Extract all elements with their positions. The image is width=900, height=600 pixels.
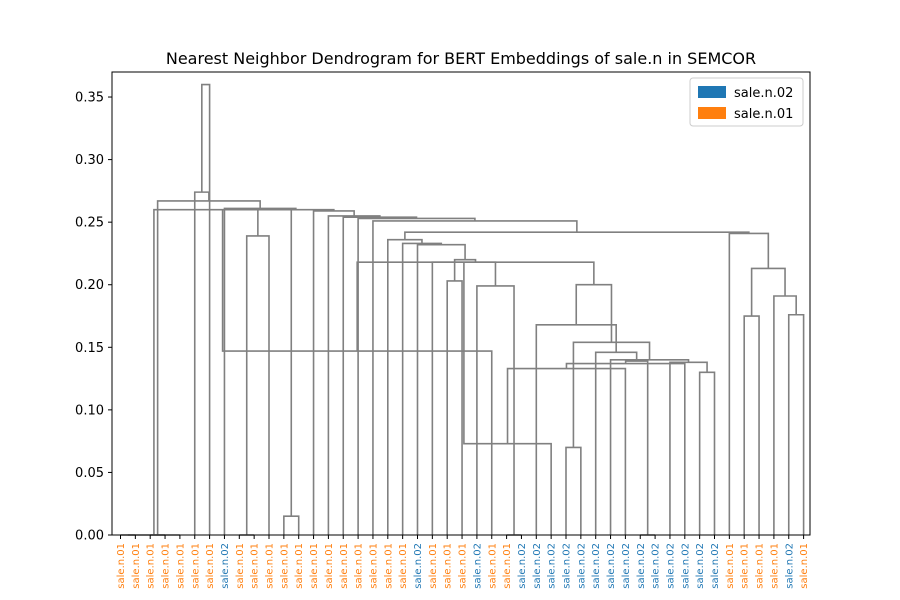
leaf-label: sale.n.01 <box>428 543 439 589</box>
leaf-label: sale.n.01 <box>755 543 766 589</box>
y-tick-label: 0.20 <box>75 278 104 293</box>
dendrogram-link <box>594 351 638 535</box>
legend-label: sale.n.02 <box>734 86 793 101</box>
leaf-label: sale.n.01 <box>235 543 246 589</box>
leaf-label: sale.n.01 <box>443 543 454 589</box>
dendrogram-link <box>669 361 708 535</box>
dendrogram-link <box>698 371 716 535</box>
dendrogram-link <box>221 209 493 535</box>
dendrogram-link <box>446 280 463 535</box>
leaf-label: sale.n.01 <box>265 543 276 589</box>
leaf-label: sale.n.01 <box>146 543 157 589</box>
dendrogram-link <box>416 243 466 535</box>
leaf-label: sale.n.01 <box>131 543 142 589</box>
dendrogram-link <box>787 313 805 535</box>
leaf-label: sale.n.02 <box>562 543 573 589</box>
dendrogram-link <box>283 515 300 535</box>
leaf-label: sale.n.02 <box>784 543 795 589</box>
dendrogram-link <box>750 267 786 317</box>
y-tick-label: 0.00 <box>75 529 104 544</box>
chart-title: Nearest Neighbor Dendrogram for BERT Emb… <box>166 49 756 68</box>
leaf-label: sale.n.02 <box>695 543 706 589</box>
dendrogram-link <box>404 231 750 240</box>
leaf-label: sale.n.01 <box>502 543 513 589</box>
dendrogram-link <box>609 359 690 535</box>
leaf-label: sale.n.02 <box>547 543 558 589</box>
y-tick-label: 0.25 <box>75 216 104 231</box>
leaf-label: sale.n.01 <box>250 543 261 589</box>
legend: sale.n.02 sale.n.01 <box>689 77 804 127</box>
y-tick-label: 0.05 <box>75 466 104 481</box>
dendrogram-link <box>773 295 797 535</box>
dendrogram-link <box>743 315 760 535</box>
dendrogram-link <box>223 207 297 535</box>
leaf-label: sale.n.01 <box>309 543 320 589</box>
leaf-label: sale.n.01 <box>383 543 394 589</box>
leaf-label: sale.n.02 <box>710 543 721 589</box>
dendrogram-link <box>565 446 582 535</box>
dendrogram-link <box>245 235 270 535</box>
legend-swatch <box>698 86 726 98</box>
leaf-label: sale.n.01 <box>740 543 751 589</box>
leaf-label: sale.n.01 <box>769 543 780 589</box>
dendrogram-link <box>201 83 211 535</box>
leaf-labels: sale.n.01 sale.n.01 sale.n.01 sale.n.01 sale… <box>116 535 810 589</box>
dendrogram-link <box>356 261 595 352</box>
leaf-label: sale.n.02 <box>532 543 543 589</box>
leaf-label: sale.n.01 <box>205 543 216 589</box>
leaf-label: sale.n.02 <box>472 543 483 589</box>
leaf-label: sale.n.01 <box>175 543 186 589</box>
legend-label: sale.n.01 <box>734 107 793 122</box>
dendrogram-link <box>575 283 613 343</box>
leaf-label: sale.n.02 <box>651 543 662 589</box>
leaf-label: sale.n.02 <box>636 543 647 589</box>
leaf-label: sale.n.01 <box>725 543 736 589</box>
y-tick-label: 0.30 <box>75 153 104 168</box>
dendrogram-link <box>572 341 651 448</box>
dendrogram-link <box>401 242 443 535</box>
dendrogram-link <box>257 208 335 236</box>
leaf-label: sale.n.01 <box>190 543 201 589</box>
leaf-label: sale.n.01 <box>279 543 290 589</box>
leaf-label: sale.n.02 <box>591 543 602 589</box>
leaf-label: sale.n.01 <box>339 543 350 589</box>
leaf-label: sale.n.02 <box>413 543 424 589</box>
leaf-label: sale.n.02 <box>665 543 676 589</box>
leaf-label: sale.n.02 <box>517 543 528 589</box>
leaf-label: sale.n.01 <box>294 543 305 589</box>
y-axis: 0.00 0.05 0.10 0.15 0.20 0.25 0.30 0.35 <box>75 91 112 544</box>
dendrogram-link <box>312 210 355 535</box>
dendrogram-link <box>372 220 578 535</box>
y-tick-label: 0.10 <box>75 403 104 418</box>
plot-frame <box>111 71 811 536</box>
dendrogram-link <box>535 323 617 535</box>
dendrogram-link <box>357 217 476 535</box>
leaf-label: sale.n.01 <box>398 543 409 589</box>
leaf-label: sale.n.01 <box>161 543 172 589</box>
leaf-label: sale.n.01 <box>458 543 469 589</box>
leaf-label: sale.n.01 <box>324 543 335 589</box>
dendrogram-link <box>476 285 515 535</box>
dendrogram-links <box>120 83 805 536</box>
leaf-label: sale.n.02 <box>576 543 587 589</box>
dendrogram-link <box>565 362 686 535</box>
y-tick-label: 0.15 <box>75 341 104 356</box>
leaf-label: sale.n.01 <box>368 543 379 589</box>
leaf-label: sale.n.02 <box>220 543 231 589</box>
dendrogram-link <box>453 258 477 281</box>
leaf-label: sale.n.01 <box>354 543 365 589</box>
leaf-label: sale.n.02 <box>680 543 691 589</box>
leaf-label: sale.n.01 <box>487 543 498 589</box>
dendrogram-link <box>728 232 770 535</box>
leaf-label: sale.n.01 <box>116 543 127 589</box>
leaf-label: sale.n.02 <box>621 543 632 589</box>
dendrogram-link <box>624 360 649 535</box>
dendrogram-link <box>193 191 210 535</box>
leaf-label: sale.n.01 <box>799 543 810 589</box>
y-tick-label: 0.35 <box>75 91 104 106</box>
dendrogram-link <box>342 216 418 535</box>
leaf-label: sale.n.02 <box>606 543 617 589</box>
legend-swatch <box>698 107 726 119</box>
